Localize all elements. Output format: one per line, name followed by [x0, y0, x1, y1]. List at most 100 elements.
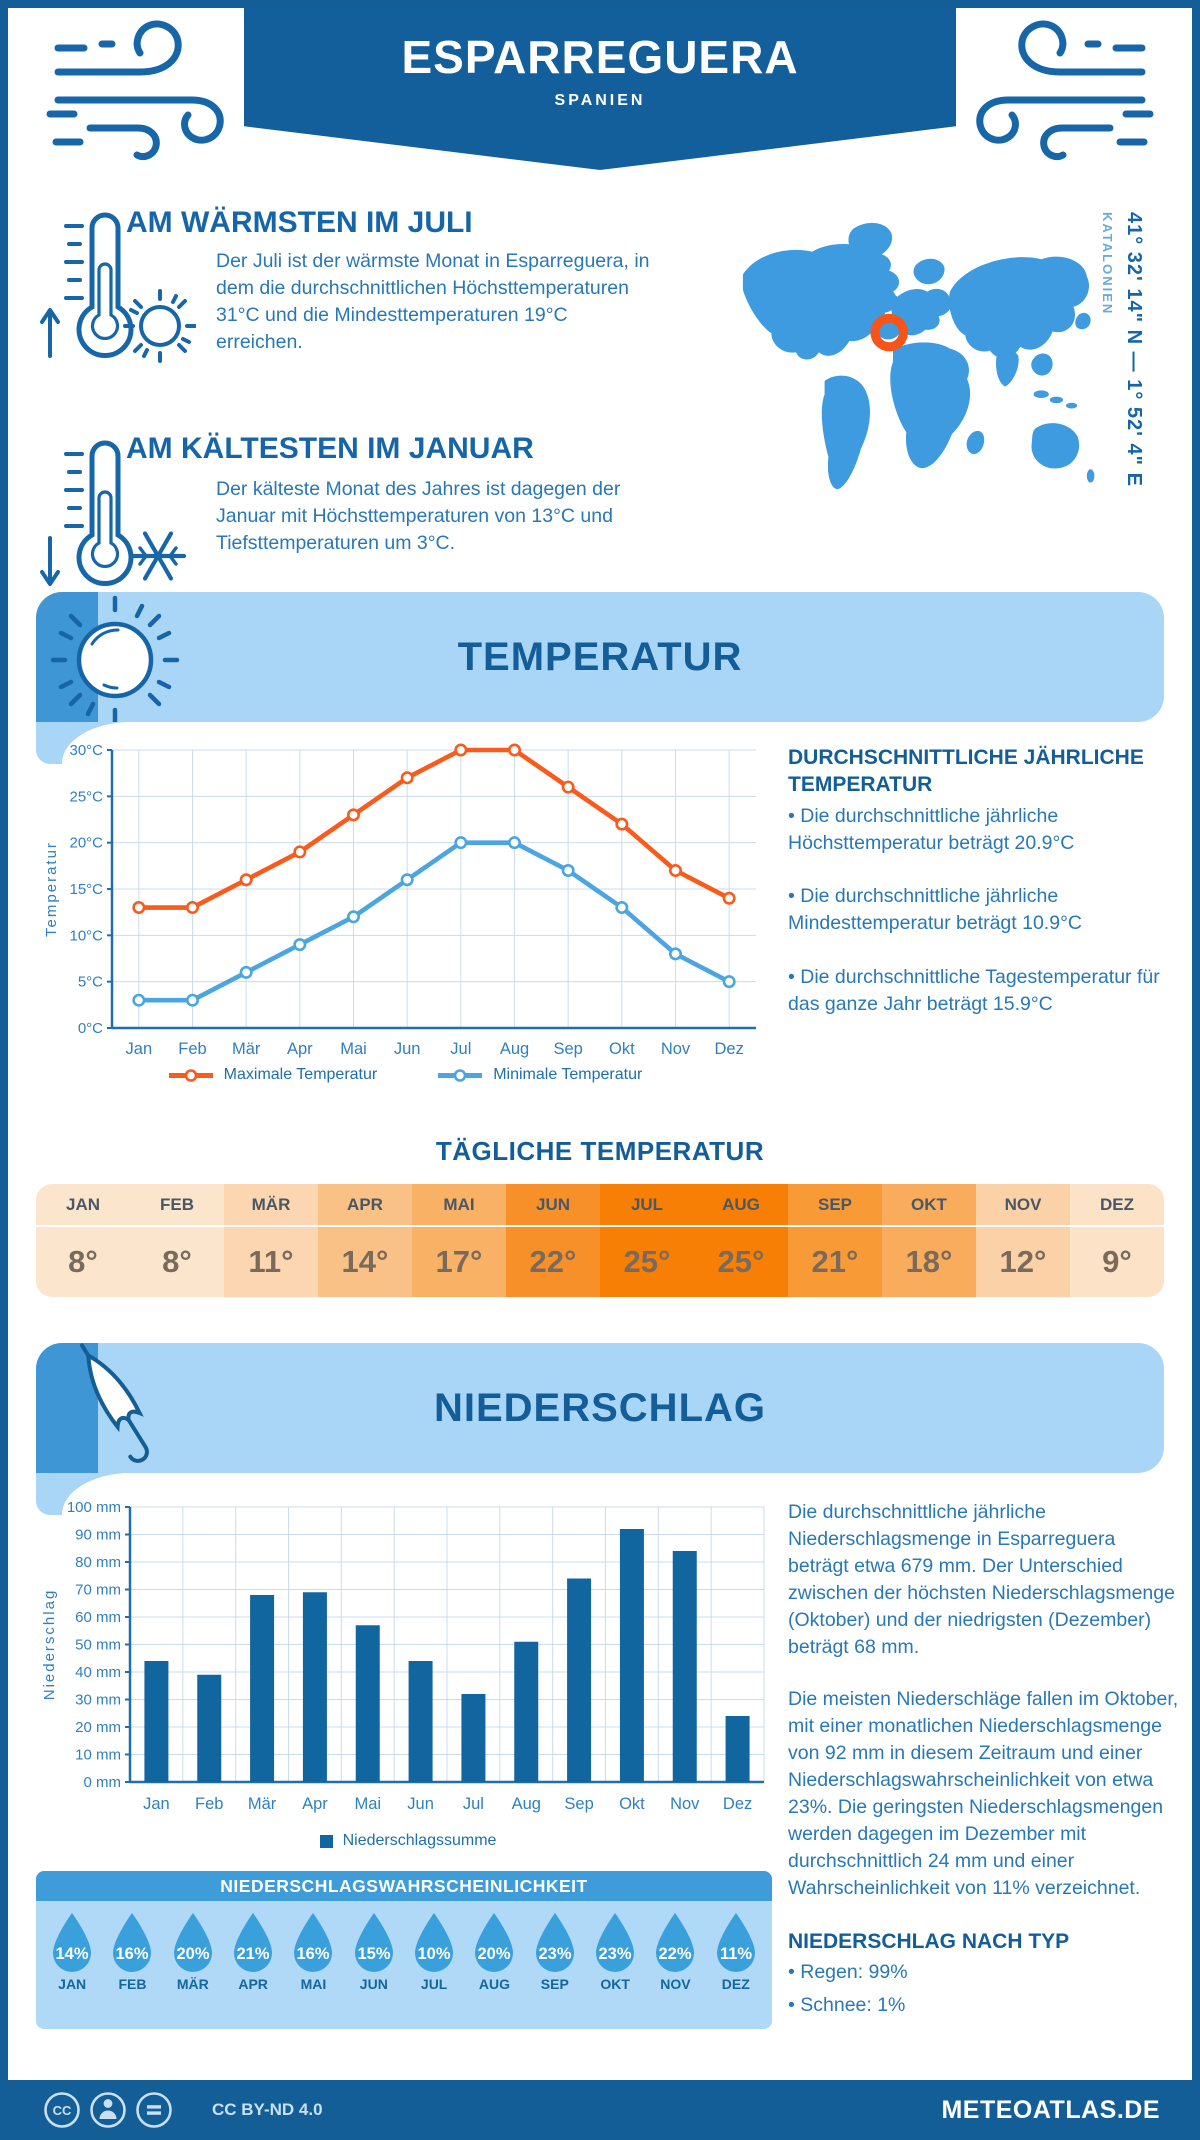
svg-text:10°C: 10°C: [69, 927, 103, 944]
daily-value: 11°: [248, 1244, 294, 1279]
svg-text:Dez: Dez: [714, 1040, 743, 1058]
probability-col-FEB: 16% FEB: [102, 1911, 162, 2029]
svg-text:20%: 20%: [176, 1945, 209, 1963]
svg-text:11%: 11%: [720, 1945, 752, 1963]
temperature-bullet: • Die durchschnittliche Tagestemperatur …: [788, 966, 1160, 1016]
daily-cell-JUL: JUL 25°: [600, 1184, 694, 1297]
temperature-line-chart: 0°C 5°C 10°C 15°C 20°C 25°C 30°C Temperatur Jan F…: [40, 742, 770, 1067]
svg-text:Jun: Jun: [394, 1040, 421, 1058]
daily-month: JAN: [36, 1184, 130, 1227]
probability-month: MAI: [300, 1976, 327, 1992]
header-banner: ESPARREGUERA SPANIEN: [244, 8, 956, 170]
probability-month: DEZ: [721, 1976, 750, 1992]
probability-col-OKT: 23% OKT: [585, 1911, 645, 2029]
raindrop-icon: 16%: [294, 1913, 333, 1972]
svg-text:20°C: 20°C: [69, 835, 103, 852]
page-subtitle: SPANIEN: [554, 92, 646, 109]
daily-temperature-title: TÄGLICHE TEMPERATUR: [435, 1136, 765, 1166]
legend-item: Minimale Temperatur: [437, 1066, 642, 1084]
svg-text:Feb: Feb: [178, 1040, 206, 1058]
precipitation-type-item: • Schnee: 1%: [788, 1993, 906, 2016]
site-label[interactable]: METEOATLAS.DE: [941, 2095, 1160, 2124]
svg-text:Sep: Sep: [553, 1040, 582, 1058]
world-map: [742, 222, 1095, 490]
temperature-chart-legend: Maximale Temperatur Minimale Temperatur: [40, 1066, 770, 1084]
raindrop-icon: 23%: [596, 1913, 635, 1972]
daily-cell-SEP: SEP 21°: [788, 1184, 882, 1297]
raindrop-icon: 22%: [656, 1913, 695, 1972]
svg-text:Okt: Okt: [619, 1795, 645, 1813]
svg-text:20%: 20%: [478, 1945, 511, 1963]
svg-text:80 mm: 80 mm: [75, 1554, 121, 1571]
precipitation-paragraph: Die durchschnittliche jährliche Niedersc…: [788, 1501, 1175, 1658]
daily-value: 25°: [623, 1244, 671, 1279]
daily-value: 8°: [68, 1244, 98, 1279]
probability-col-NOV: 22% NOV: [645, 1911, 705, 2029]
probability-title: NIEDERSCHLAGSWAHRSCHEINLICHKEIT: [36, 1871, 772, 1901]
banner-tail: [36, 722, 131, 764]
svg-text:10%: 10%: [418, 1945, 451, 1963]
precipitation-type-title: NIEDERSCHLAG NACH TYP: [788, 1929, 1070, 1953]
daily-value: 22°: [529, 1244, 577, 1279]
svg-text:Feb: Feb: [195, 1795, 223, 1813]
daily-cell-JUN: JUN 22°: [506, 1184, 600, 1297]
temperature-bullet: • Die durchschnittliche jährliche Mindes…: [788, 885, 1082, 935]
svg-text:CC: CC: [53, 2103, 72, 2118]
daily-month: JUL: [600, 1184, 694, 1227]
probability-col-DEZ: 11% DEZ: [706, 1911, 766, 2029]
svg-text:100 mm: 100 mm: [67, 1499, 121, 1516]
equals-icon: [147, 2105, 161, 2115]
raindrop-icon: 21%: [234, 1913, 273, 1972]
svg-text:0 mm: 0 mm: [84, 1774, 122, 1791]
temperature-aside-title: DURCHSCHNITTLICHE JÄHRLICHE TEMPERATUR: [788, 746, 1144, 797]
banner-tail: [36, 1473, 131, 1515]
svg-text:Jul: Jul: [463, 1795, 484, 1813]
cc-license-icons[interactable]: CC: [40, 2088, 200, 2132]
raindrop-icon: 11%: [716, 1913, 755, 1972]
precipitation-type-item: • Regen: 99%: [788, 1960, 908, 1983]
svg-text:Dez: Dez: [723, 1795, 752, 1813]
probability-month: SEP: [540, 1976, 569, 1992]
precipitation-paragraph: Die meisten Niederschläge fallen im Okto…: [788, 1688, 1179, 1899]
license-label[interactable]: CC BY-ND 4.0: [212, 2100, 323, 2119]
temperature-bullet: • Die durchschnittliche jährliche Höchst…: [788, 804, 1075, 854]
svg-text:60 mm: 60 mm: [75, 1609, 121, 1626]
daily-month: MÄR: [224, 1184, 318, 1227]
wind-icon: [976, 20, 1154, 161]
probability-month: JUN: [359, 1976, 388, 1992]
raindrop-icon: 23%: [535, 1913, 574, 1972]
svg-text:30 mm: 30 mm: [75, 1692, 121, 1709]
temperature-section-banner: TEMPERATUR: [36, 592, 1164, 764]
probability-col-MAI: 16% MAI: [283, 1911, 343, 2029]
daily-value: 21°: [811, 1244, 859, 1279]
page-border-left: [0, 0, 8, 2140]
svg-text:10 mm: 10 mm: [75, 1747, 121, 1764]
daily-value: 14°: [341, 1244, 389, 1279]
page-border-right: [1192, 0, 1200, 2140]
probability-month: APR: [238, 1976, 268, 1992]
svg-text:Nov: Nov: [670, 1795, 700, 1813]
svg-text:Sep: Sep: [564, 1795, 593, 1813]
svg-text:Mär: Mär: [232, 1040, 261, 1058]
svg-text:5°C: 5°C: [78, 974, 103, 991]
probability-month: AUG: [478, 1976, 511, 1992]
svg-text:Okt: Okt: [609, 1040, 635, 1058]
probability-month: JAN: [58, 1976, 87, 1992]
warmest-title: AM WÄRMSTEN IM JULI: [126, 206, 473, 239]
raindrop-icon: 20%: [475, 1913, 514, 1972]
daily-value: 9°: [1102, 1244, 1132, 1279]
daily-cell-APR: APR 14°: [318, 1184, 412, 1297]
page-title: ESPARREGUERA: [401, 31, 799, 83]
svg-text:30°C: 30°C: [69, 742, 103, 759]
daily-month: SEP: [788, 1184, 882, 1227]
svg-text:Jan: Jan: [143, 1795, 170, 1813]
svg-text:Mai: Mai: [354, 1795, 381, 1813]
svg-text:23%: 23%: [599, 1945, 632, 1963]
svg-text:22%: 22%: [659, 1945, 692, 1963]
probability-month: NOV: [660, 1976, 691, 1992]
coldest-text: Der kälteste Monat des Jahres ist dagege…: [216, 478, 621, 554]
daily-cell-OKT: OKT 18°: [882, 1184, 976, 1297]
region-label: KATALONIEN: [1100, 212, 1115, 316]
svg-text:Temperatur: Temperatur: [43, 841, 60, 937]
